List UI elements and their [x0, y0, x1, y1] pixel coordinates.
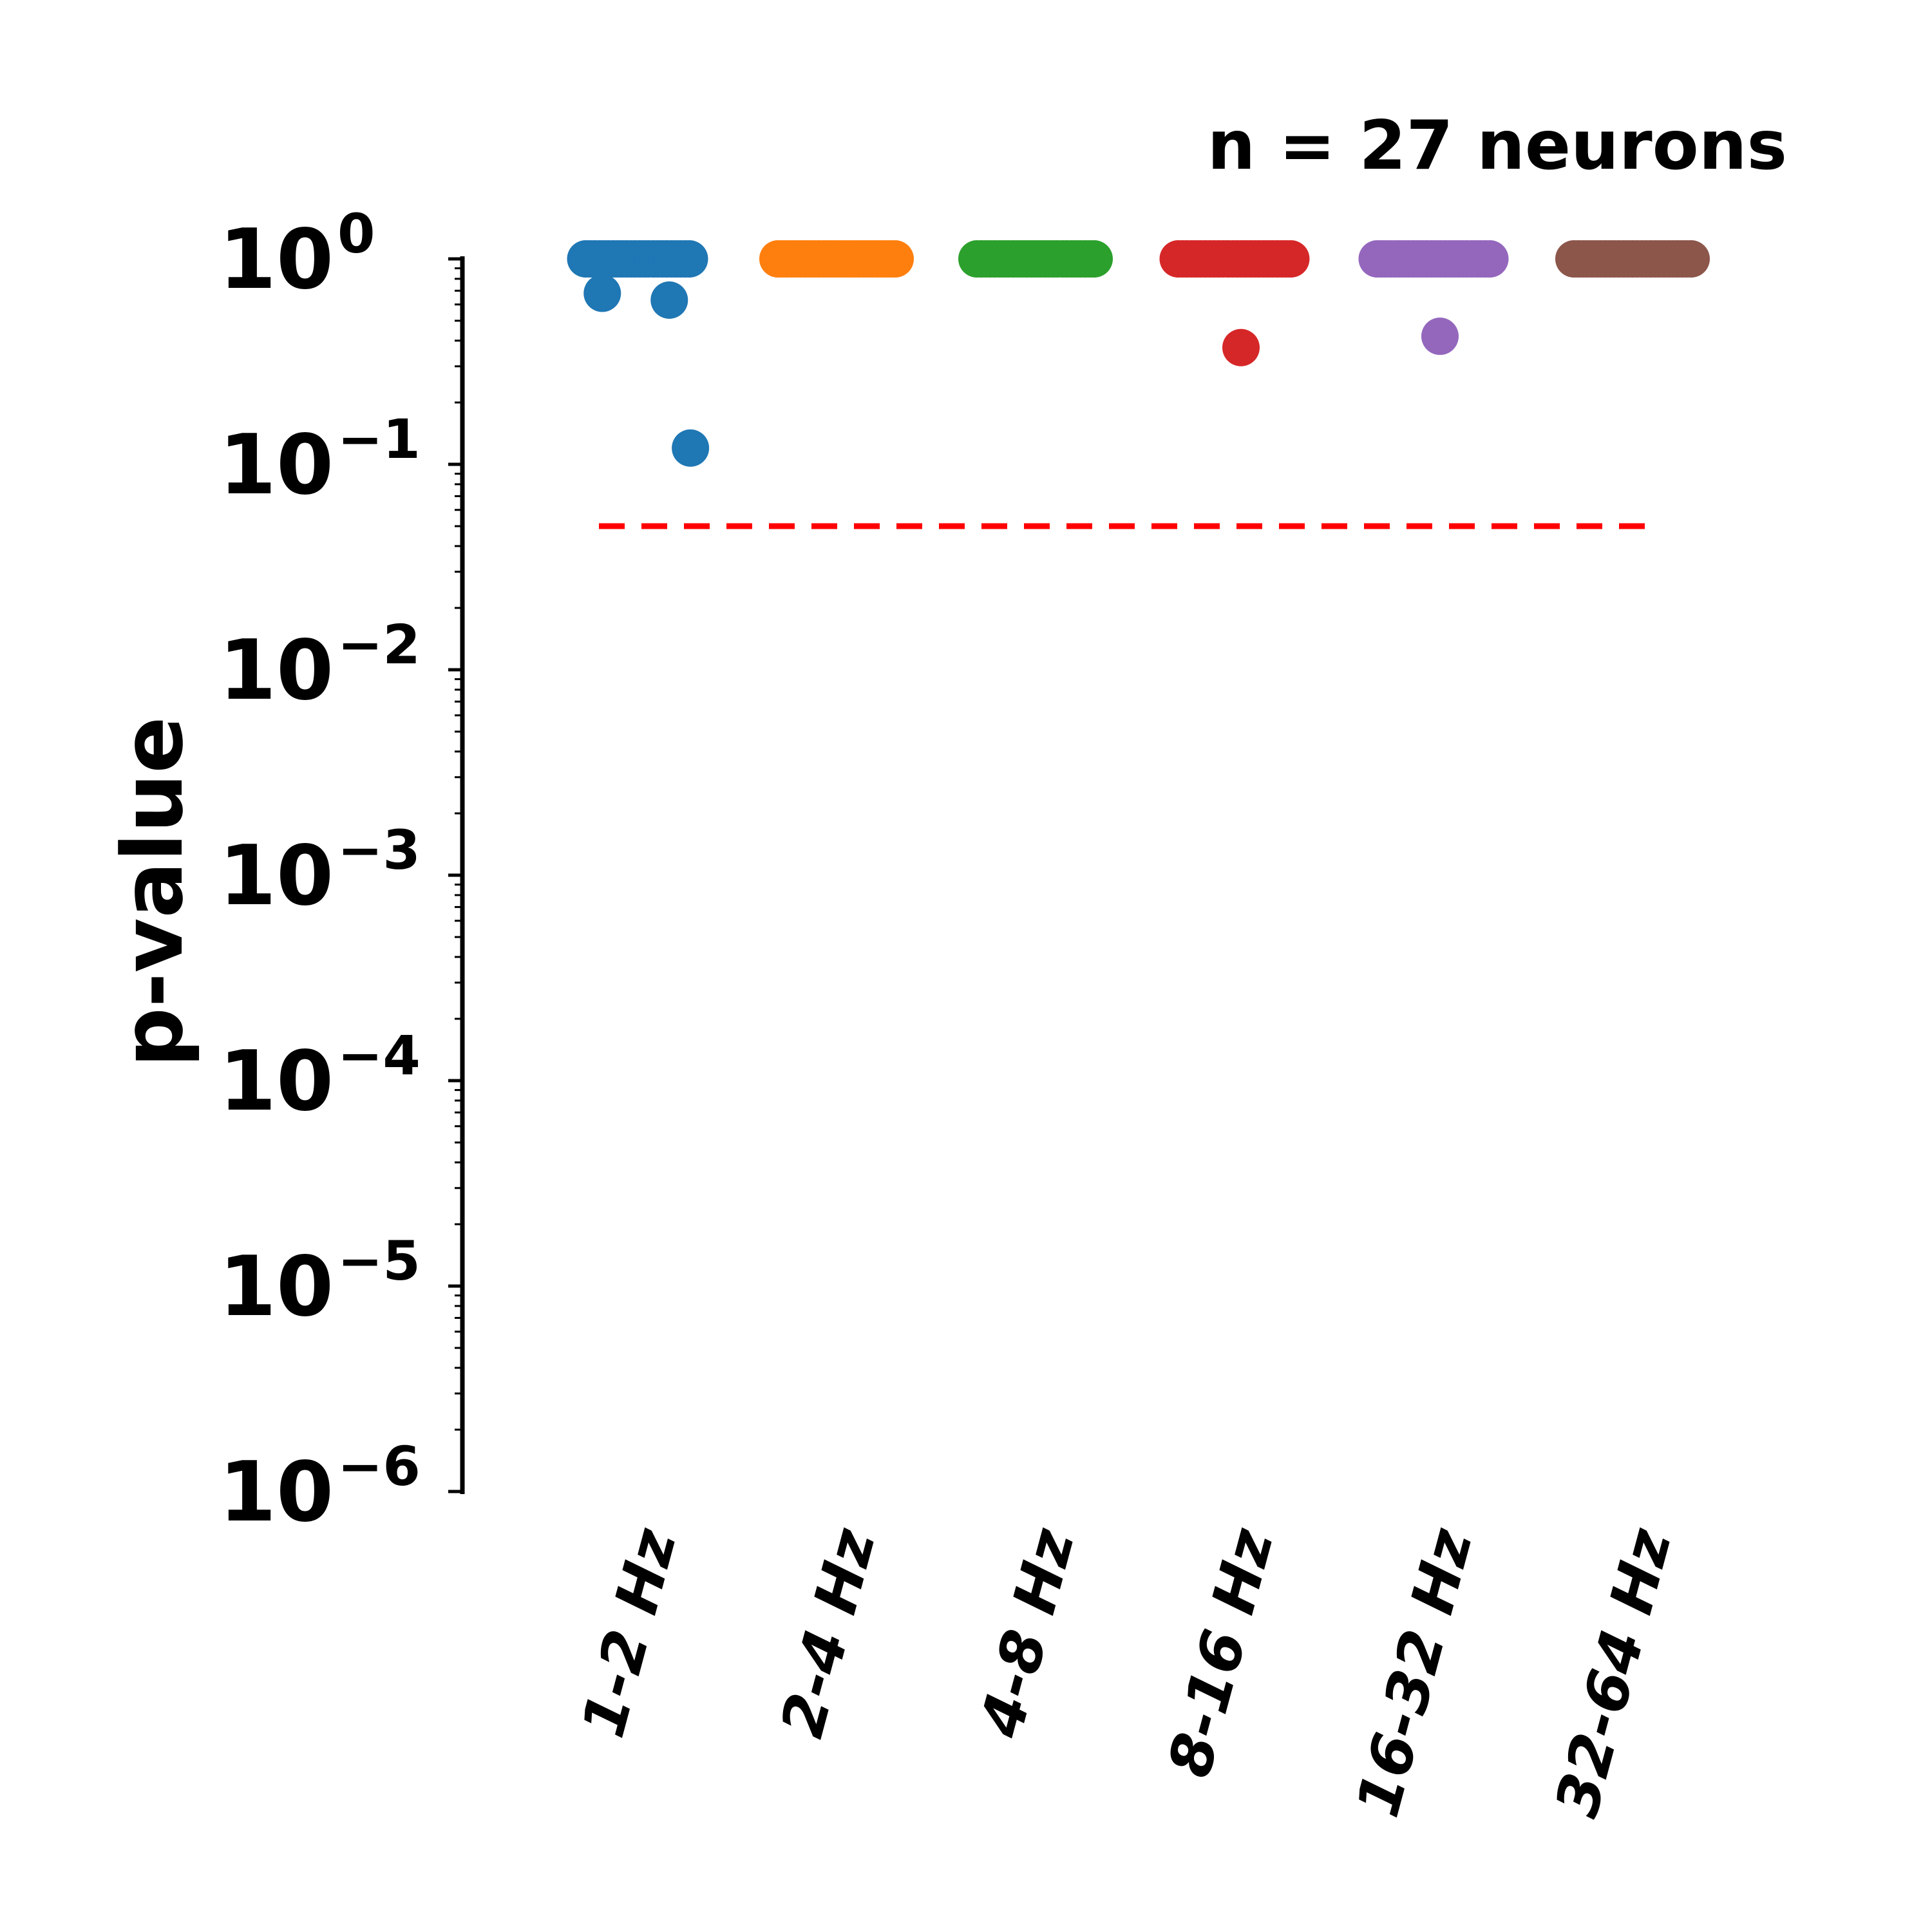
x-tick-labels: 1-2 Hz 2-4 Hz 4-8 Hz 8-16 Hz 16-32 Hz 32-64 H…: [569, 1522, 1685, 1824]
x-tick-label: 4-8 Hz: [967, 1522, 1088, 1745]
data-points: [567, 240, 1710, 467]
data-point: [650, 281, 688, 319]
y-tick-label: 10: [219, 1444, 334, 1540]
data-point: [1075, 240, 1113, 278]
data-point: [1672, 240, 1710, 278]
x-tick-label: 2-4 Hz: [768, 1522, 889, 1745]
y-tick-label-exponent: −4: [337, 1024, 421, 1087]
y-axis-label: p-value: [104, 717, 202, 1068]
neuron-count-annotation: n = 27 neurons: [1208, 106, 1787, 185]
data-point: [1471, 240, 1509, 278]
y-tick-label-exponent: −3: [337, 819, 421, 882]
y-tick-label-exponent: −2: [337, 613, 421, 676]
data-point: [1222, 328, 1260, 366]
data-point: [1421, 317, 1459, 355]
x-tick-label: 1-2 Hz: [569, 1522, 690, 1745]
y-tick-label: 10: [219, 1034, 334, 1130]
y-tick-label: 10: [219, 623, 334, 719]
y-tick-label: 10: [219, 417, 334, 513]
x-tick-label: 32-64 Hz: [1542, 1522, 1685, 1824]
x-tick-label: 8-16 Hz: [1155, 1522, 1287, 1785]
y-tick-label-exponent: −1: [337, 408, 421, 471]
y-tick-label-exponent: −5: [337, 1229, 421, 1293]
data-point: [1272, 240, 1310, 278]
data-point: [672, 429, 710, 467]
data-point: [583, 274, 621, 312]
data-point: [876, 240, 914, 278]
y-tick-label: 10: [219, 828, 334, 924]
data-point: [670, 240, 708, 278]
x-tick-label: 16-32 Hz: [1343, 1522, 1486, 1824]
y-tick-label: 10: [219, 1239, 334, 1335]
y-tick-label: 10: [219, 212, 334, 308]
y-tick-label-exponent: 0: [337, 202, 375, 265]
y-tick-label-exponent: −6: [337, 1435, 421, 1498]
